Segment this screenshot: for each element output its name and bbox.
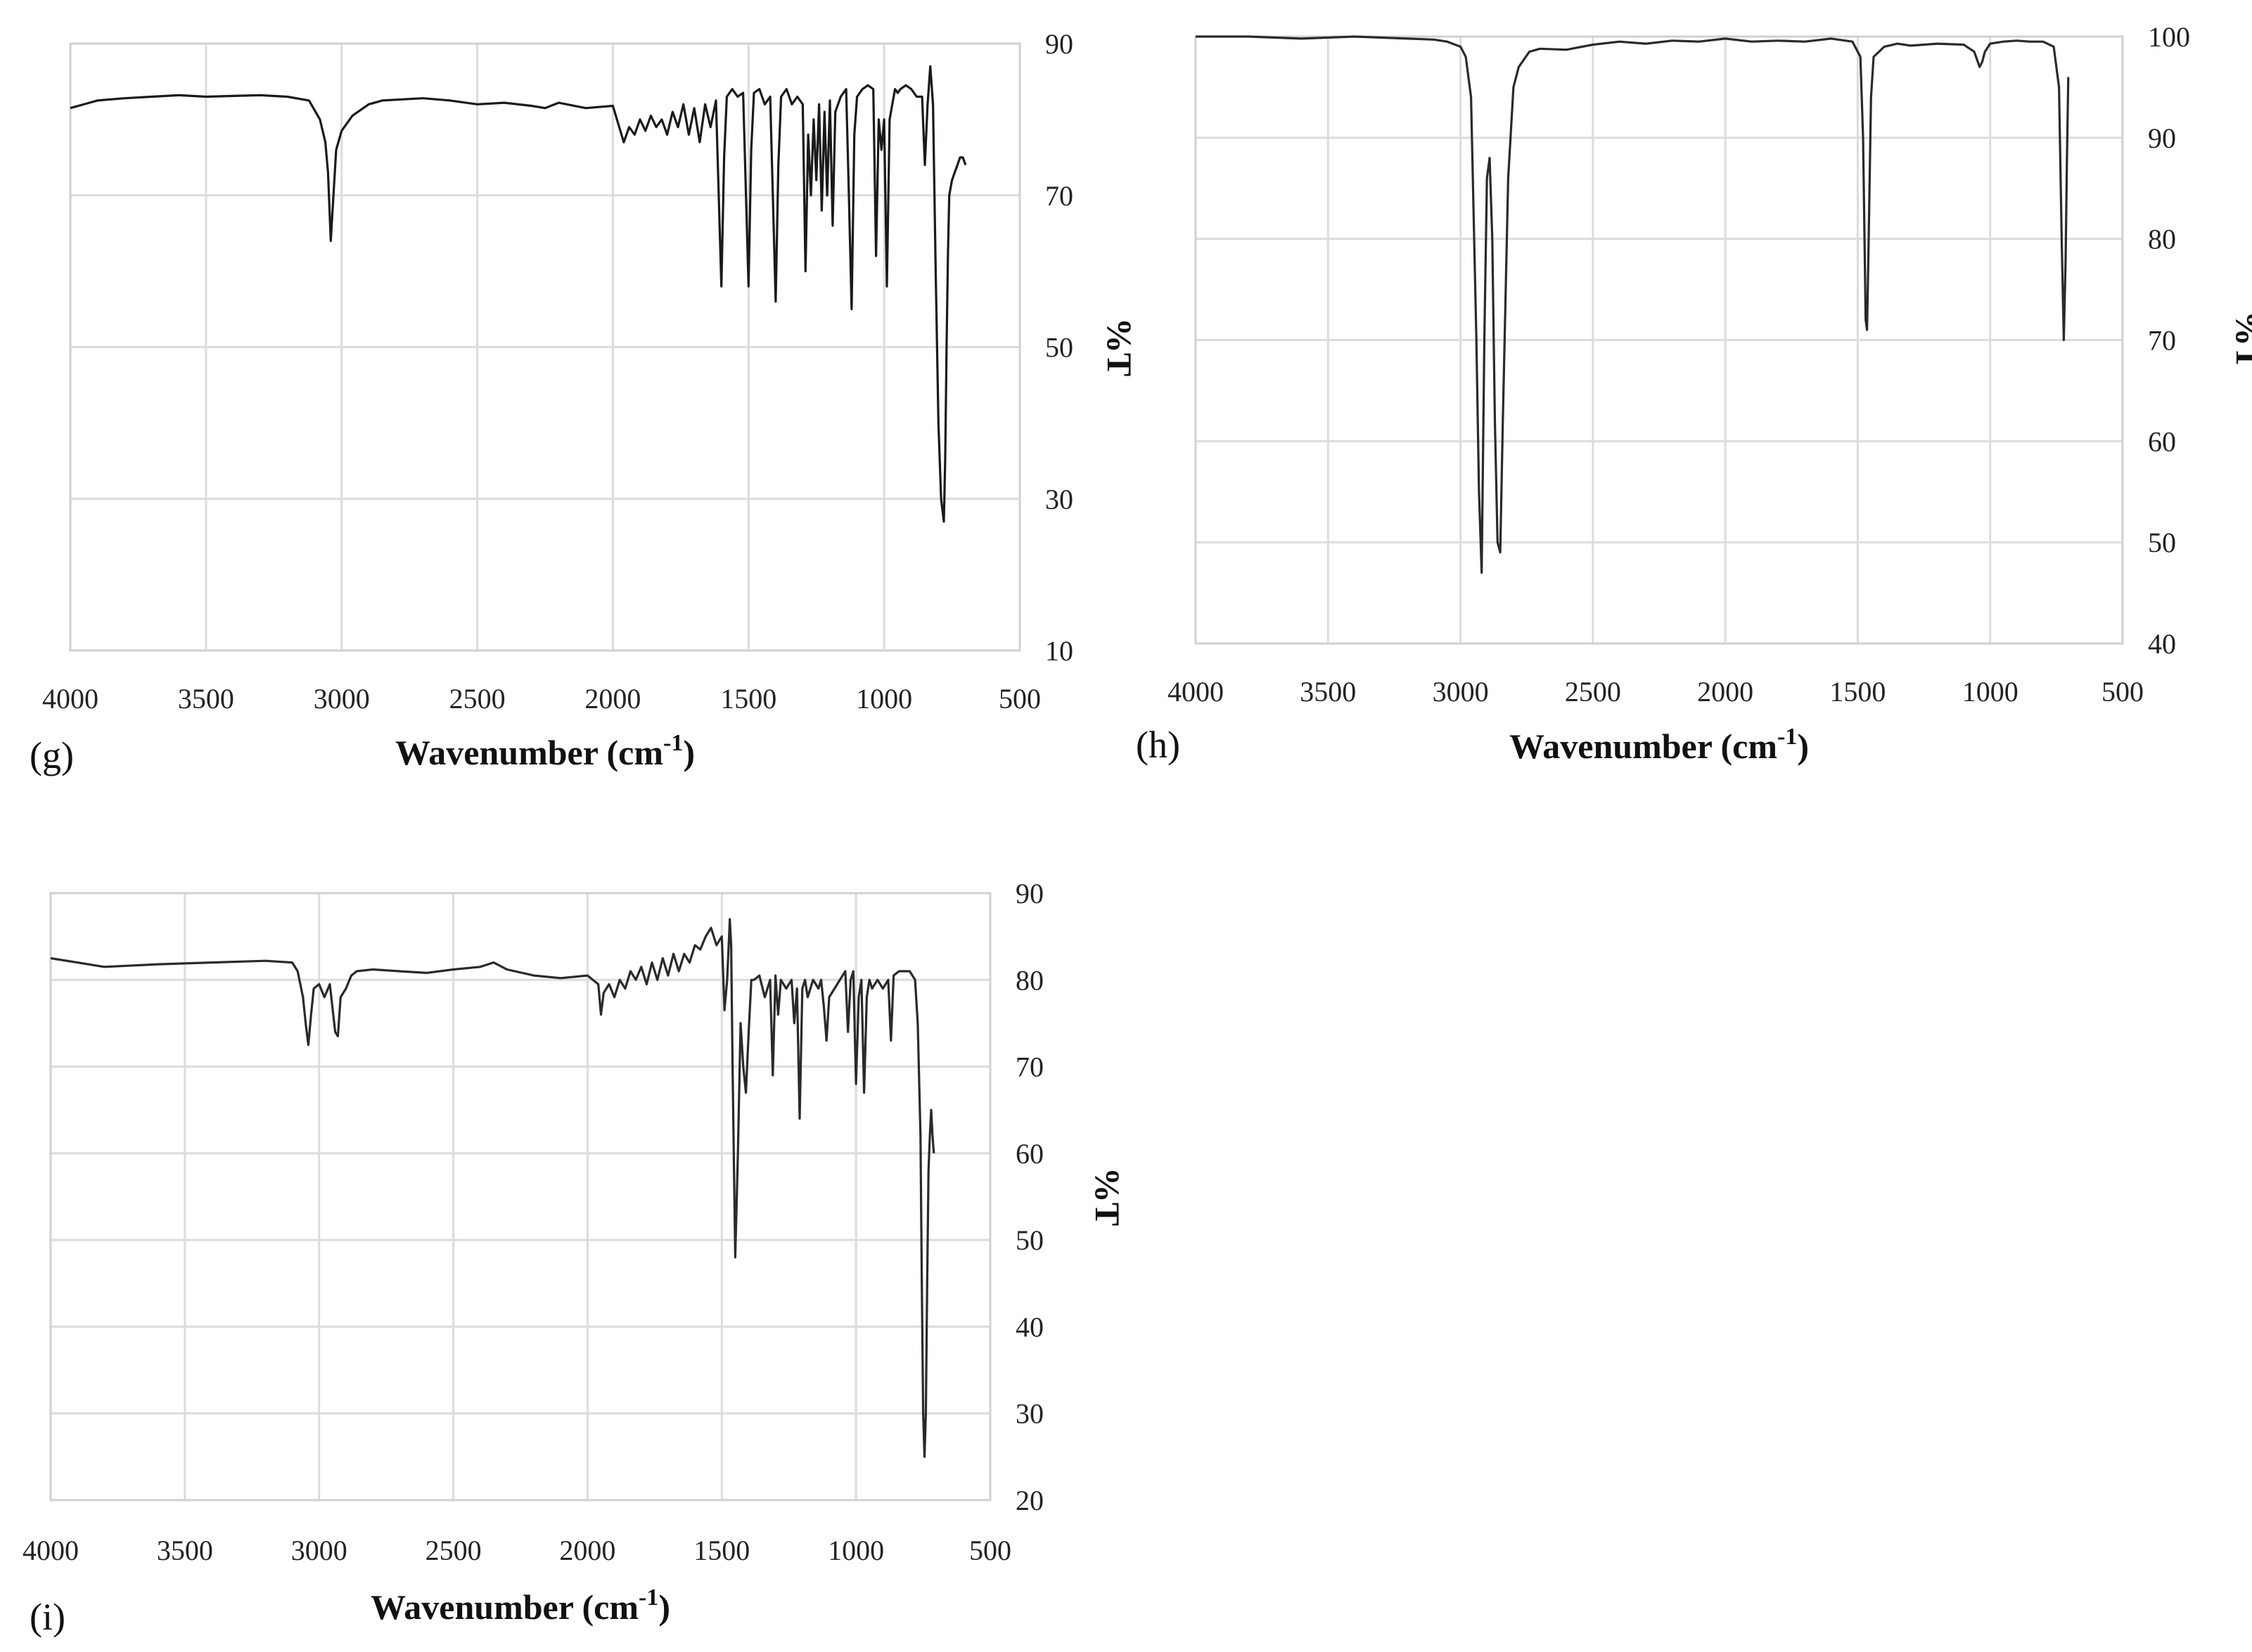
x-tick-label: 3500 [1300,676,1356,707]
x-tick-label: 4000 [42,683,98,715]
x-axis-label-text: Wavenumber (cm [395,733,663,772]
plot-frame [1194,35,2124,645]
y-tick-label: 20 [1016,1485,1044,1516]
spectrum-line [70,65,967,523]
y-tick-label: 70 [2148,325,2176,357]
y-axis-label: %T [1088,1167,1127,1226]
y-tick-label: 60 [1016,1138,1044,1170]
x-axis-label: Wavenumber (cm-1) [1509,724,1809,766]
x-tick-label: 500 [969,1535,1011,1566]
y-tick-label: 60 [2148,425,2176,457]
y-tick-label: 50 [1045,332,1073,364]
y-tick-label: 90 [2148,122,2176,154]
panel-label: (i) [30,1596,65,1638]
y-axis-label: %T [1100,318,1139,376]
x-axis-label-superscript: -1 [1777,724,1797,750]
x-axis-label-text: Wavenumber (cm [1509,726,1777,766]
y-tick-label: 80 [2148,224,2176,255]
x-tick-label: 1000 [1962,676,2019,707]
x-tick-label: 4000 [23,1535,79,1566]
x-axis-label-close: ) [1797,726,1809,766]
x-tick-label: 1500 [693,1535,750,1566]
x-tick-label: 4000 [1167,676,1224,707]
y-tick-label: 100 [2148,21,2190,53]
panel-label: (h) [1136,724,1180,766]
x-axis-label-close: ) [658,1587,670,1627]
x-tick-label: 3500 [178,683,234,715]
x-tick-label: 3000 [1433,676,1489,707]
x-tick-label: 1000 [856,683,912,715]
y-tick-label: 70 [1016,1051,1044,1083]
x-axis-label-close: ) [683,733,695,772]
x-axis-label-superscript: -1 [639,1584,658,1611]
x-axis-label-text: Wavenumber (cm [371,1587,639,1627]
y-tick-label: 10 [1045,635,1073,667]
y-tick-label: 40 [2148,628,2176,660]
plot-frame [69,42,1021,652]
y-axis-label: %T [2229,311,2252,369]
y-tick-label: 30 [1045,483,1073,515]
x-tick-label: 3500 [157,1535,213,1566]
x-tick-label: 3000 [291,1535,347,1566]
spectrum-line [50,918,935,1458]
y-tick-label: 70 [1045,180,1073,212]
x-axis-label: Wavenumber (cm-1) [395,730,695,772]
x-tick-label: 2500 [426,1535,482,1566]
y-tick-label: 50 [1016,1224,1044,1256]
y-tick-label: 50 [2148,527,2176,558]
plot-frame [49,892,992,1501]
spectrum-line [1196,35,2070,574]
panel-label: (g) [30,734,74,776]
x-tick-label: 3000 [314,683,370,715]
y-tick-label: 40 [1016,1311,1044,1343]
x-tick-label: 500 [2101,676,2144,707]
y-tick-label: 80 [1016,964,1044,996]
x-tick-label: 1500 [1829,676,1886,707]
x-tick-label: 2000 [1697,676,1753,707]
y-tick-label: 90 [1045,28,1073,60]
x-axis-label-superscript: -1 [663,730,683,756]
y-tick-label: 30 [1016,1398,1044,1430]
x-tick-label: 2000 [559,1535,615,1566]
x-tick-label: 2500 [449,683,506,715]
x-tick-label: 500 [999,683,1041,715]
x-tick-label: 2500 [1565,676,1621,707]
x-tick-label: 1000 [828,1535,884,1566]
x-axis-label: Wavenumber (cm-1) [371,1584,670,1627]
y-tick-label: 90 [1016,878,1044,909]
x-tick-label: 2000 [584,683,641,715]
x-tick-label: 1500 [720,683,776,715]
